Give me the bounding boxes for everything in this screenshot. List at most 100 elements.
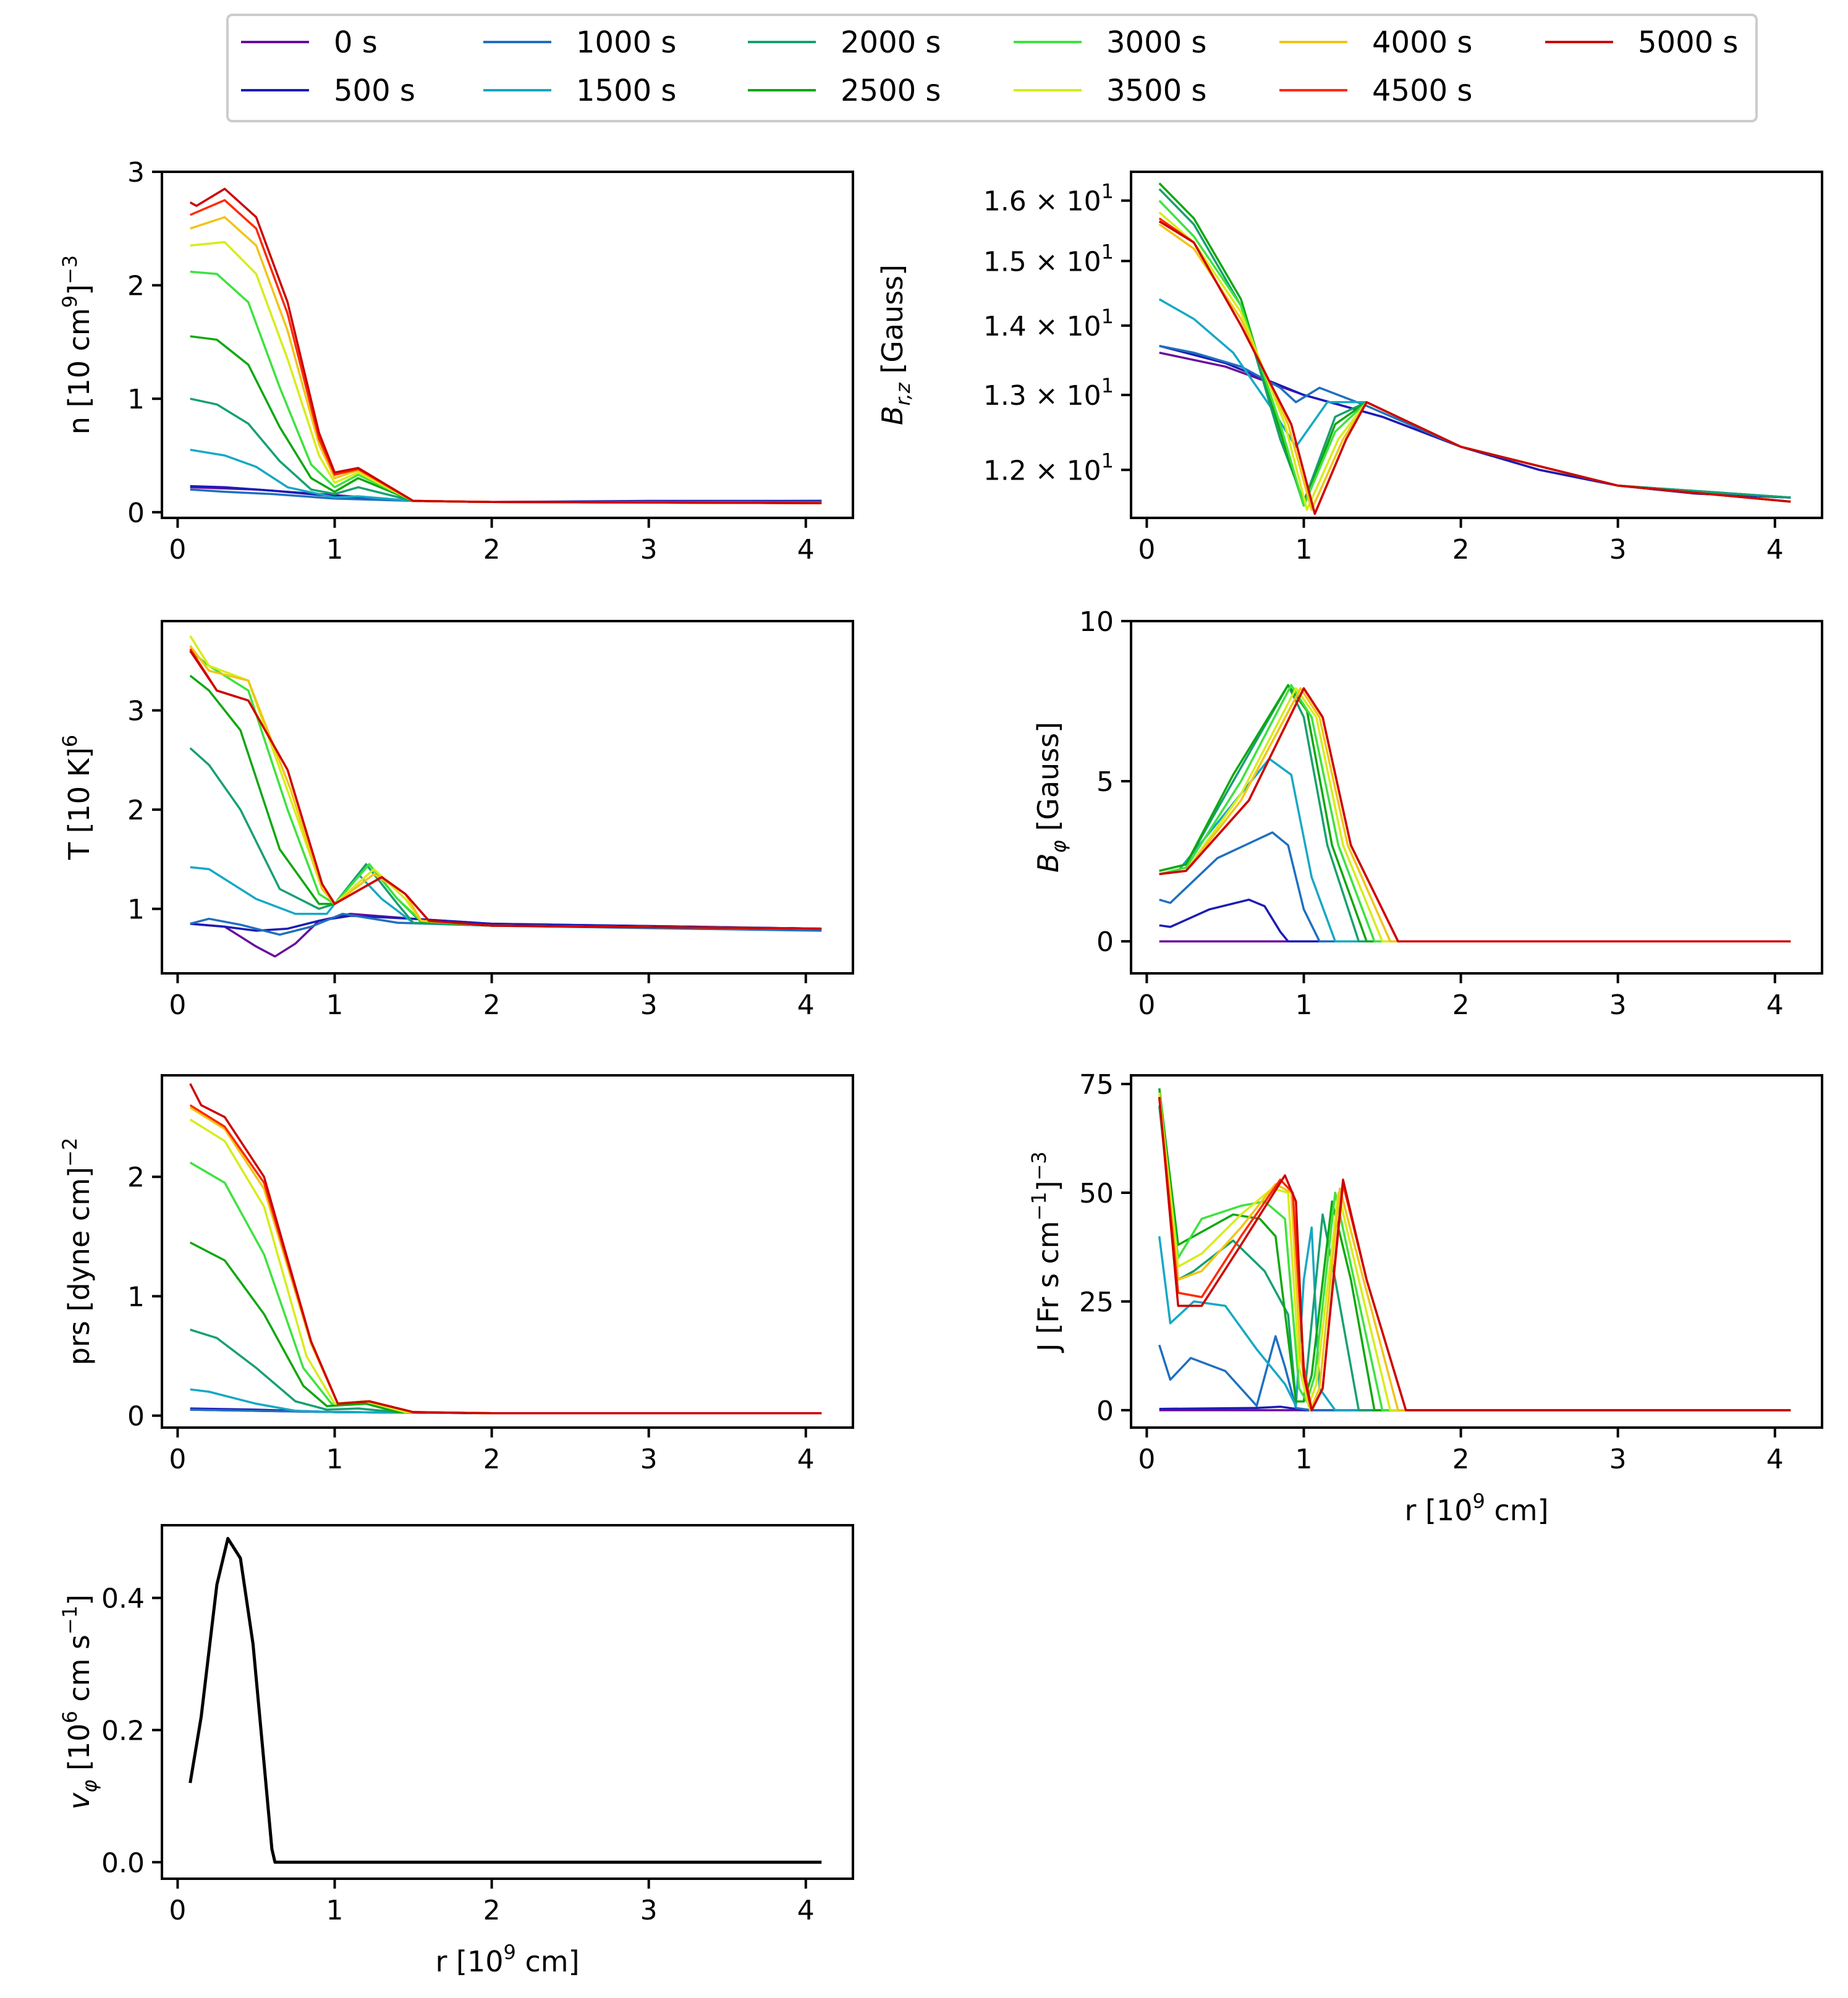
x-tick-label: 0	[169, 1895, 186, 1926]
x-tick-label: 2	[483, 989, 501, 1021]
y-tick-label: 0	[127, 1401, 145, 1433]
series-line	[1158, 220, 1791, 515]
series-line	[189, 648, 822, 930]
series-line	[1159, 687, 1791, 942]
series-line	[190, 397, 822, 504]
series-line	[190, 335, 822, 504]
y-tick-label: 1.6 × 101	[983, 180, 1114, 218]
panel-bphi: 0 1 2 3 4 0 5 10 Bφ [Gauss]	[1032, 606, 1823, 1021]
series-line	[1158, 223, 1791, 511]
panel-brz: 0 1 2 3 4 1.2 × 101 1.3 × 101 1.4 × 101 1.5 × 10…	[876, 171, 1823, 565]
legend-entry: 3500 s	[1014, 74, 1206, 108]
y-tick-label: 3	[127, 157, 145, 188]
series-line	[189, 1119, 822, 1415]
series-line	[1159, 684, 1791, 942]
series-line	[190, 1328, 822, 1415]
series-line	[190, 912, 822, 958]
series-group	[1159, 684, 1791, 942]
y-tick-label: 50	[1079, 1178, 1114, 1209]
x-tick-label: 3	[1609, 534, 1627, 565]
x-axis-label: r [109 cm]	[435, 1941, 579, 1978]
legend-label: 2500 s	[841, 74, 941, 108]
series-line	[1159, 687, 1791, 942]
series-group	[189, 1083, 822, 1415]
legend-label: 4500 s	[1372, 74, 1472, 108]
panel-prs: 0 1 2 3 4 0 1 2 prs [dyne cm]−2	[58, 1074, 854, 1475]
legend-entry: 5000 s	[1545, 25, 1738, 60]
y-tick-label: 0	[1096, 1395, 1114, 1427]
series-line	[1158, 1096, 1791, 1412]
x-tick-label: 2	[1452, 1444, 1470, 1475]
y-tick-label: 3	[127, 696, 145, 727]
series-line	[1159, 899, 1791, 942]
series-group	[189, 187, 822, 504]
x-tick-label: 4	[797, 534, 815, 565]
series-line	[1158, 1226, 1791, 1412]
y-tick-label: 1	[127, 1281, 145, 1313]
x-tick-label: 3	[640, 1895, 658, 1926]
series-line	[1159, 345, 1791, 499]
series-group	[189, 1536, 822, 1864]
legend-entry: 4000 s	[1279, 25, 1472, 60]
legend-label: 2000 s	[841, 25, 941, 60]
x-tick-label: 1	[1295, 534, 1313, 565]
legend-label: 1000 s	[576, 25, 676, 60]
series-line	[189, 645, 822, 930]
x-tick-label: 1	[1295, 1444, 1313, 1475]
y-axis-label: Br,z [Gauss]	[876, 265, 915, 425]
series-line	[1159, 758, 1791, 942]
x-tick-label: 0	[169, 1444, 186, 1475]
legend: 0 s 500 s 1000 s 1500 s 2000 s 2500 s 3000 s 35…	[226, 14, 1758, 122]
y-axis-label: n [10 cm9]−3	[58, 255, 96, 434]
series-group	[189, 635, 822, 958]
series-line	[190, 241, 822, 504]
x-tick-label: 2	[1452, 989, 1470, 1021]
x-axis-label: r [109 cm]	[1404, 1489, 1548, 1527]
legend-entry: 1500 s	[483, 74, 676, 108]
x-tick-label: 3	[1609, 989, 1627, 1021]
y-tick-label: 1	[127, 894, 145, 926]
series-line	[189, 650, 822, 930]
series-group	[1158, 1088, 1791, 1412]
series-line	[1158, 1097, 1791, 1412]
panel-T: 0 1 2 3 4 1 2 3 T [10 K]6	[58, 620, 854, 1021]
y-tick-label: 5	[1096, 766, 1114, 798]
x-tick-label: 0	[1138, 989, 1155, 1021]
x-tick-label: 1	[326, 1444, 344, 1475]
series-line	[189, 1536, 822, 1864]
x-tick-label: 2	[483, 1895, 501, 1926]
series-line	[190, 216, 822, 504]
legend-label: 3500 s	[1106, 74, 1206, 108]
x-tick-label: 4	[797, 1895, 815, 1926]
x-tick-label: 2	[483, 1444, 501, 1475]
x-tick-label: 0	[1138, 1444, 1155, 1475]
legend-label: 0 s	[334, 25, 378, 60]
series-line	[1159, 687, 1791, 942]
legend-label: 1500 s	[576, 74, 676, 108]
x-tick-label: 3	[640, 534, 658, 565]
series-line	[1158, 298, 1791, 499]
series-line	[1159, 684, 1791, 942]
y-tick-label: 10	[1079, 606, 1114, 638]
x-tick-label: 3	[640, 1444, 658, 1475]
y-axis-label: T [10 K]6	[58, 735, 96, 860]
legend-entry: 3000 s	[1014, 25, 1206, 60]
y-axis-label: prs [dyne cm]−2	[58, 1138, 96, 1365]
y-tick-label: 0.4	[101, 1583, 145, 1615]
series-line	[1159, 687, 1791, 942]
x-tick-label: 1	[326, 989, 344, 1021]
series-line	[1158, 1088, 1791, 1412]
x-tick-label: 4	[797, 989, 815, 1021]
series-line	[1158, 1092, 1791, 1412]
axes-frame	[161, 1524, 854, 1880]
x-tick-label: 1	[326, 534, 344, 565]
series-line	[1159, 344, 1791, 499]
y-tick-label: 1.5 × 101	[983, 240, 1114, 277]
x-tick-label: 2	[1452, 534, 1470, 565]
series-line	[189, 1241, 822, 1415]
series-line	[1158, 211, 1791, 511]
series-line	[1158, 1106, 1791, 1412]
series-line	[189, 635, 822, 930]
legend-label: 4000 s	[1372, 25, 1472, 60]
y-tick-label: 0.2	[101, 1715, 145, 1746]
